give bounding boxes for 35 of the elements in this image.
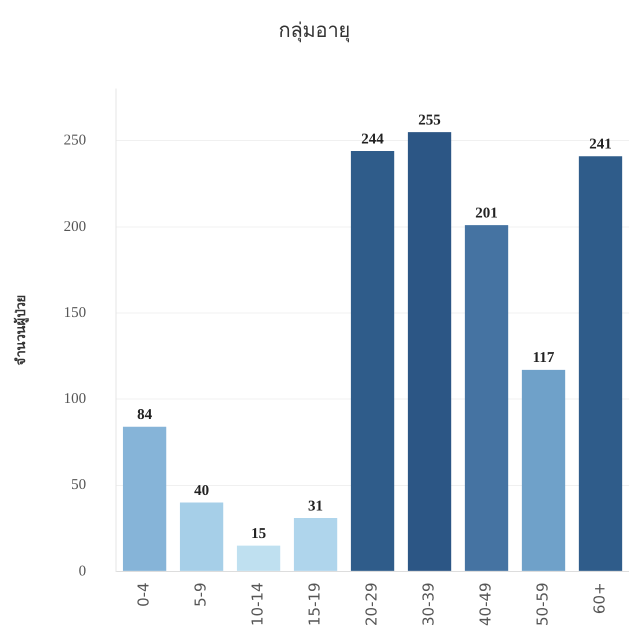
bar xyxy=(350,151,394,571)
x-tick-label: 50-59 xyxy=(533,582,552,626)
y-tick-label: 100 xyxy=(64,391,86,408)
x-tick-label: 0-4 xyxy=(134,582,152,607)
bar xyxy=(408,132,452,571)
x-tick-label: 20-29 xyxy=(362,582,380,626)
y-tick-label: 150 xyxy=(64,304,86,321)
bar xyxy=(236,546,280,571)
y-tick-label: 50 xyxy=(71,477,86,494)
bar xyxy=(522,370,566,571)
bar xyxy=(464,225,508,571)
bar xyxy=(180,502,224,571)
data-label: 255 xyxy=(418,112,441,128)
bar xyxy=(122,426,166,571)
y-axis-title: จำนวนผู้ป่วย xyxy=(13,294,30,366)
x-tick-label: 15-19 xyxy=(305,582,324,626)
x-tick-label: 30-39 xyxy=(419,582,438,626)
data-label: 241 xyxy=(589,136,612,153)
data-label: 201 xyxy=(475,205,498,222)
data-label: 117 xyxy=(532,350,555,366)
data-label: 84 xyxy=(137,407,153,424)
x-tick-label: 10-14 xyxy=(248,582,266,626)
data-label: 31 xyxy=(308,498,324,514)
x-tick-label: 40-49 xyxy=(476,582,494,626)
y-tick-label: 0 xyxy=(78,563,86,580)
bar xyxy=(294,518,338,571)
data-label: 15 xyxy=(251,526,266,542)
chart-title: กลุ่มอายุ xyxy=(278,17,352,44)
y-tick-label: 250 xyxy=(64,132,86,149)
data-label: 244 xyxy=(361,131,384,148)
data-label: 40 xyxy=(194,482,210,499)
bar xyxy=(578,156,622,571)
x-tick-label: 5-9 xyxy=(191,582,210,607)
y-tick-label: 200 xyxy=(64,218,86,235)
x-tick-label: 60+ xyxy=(590,582,608,614)
